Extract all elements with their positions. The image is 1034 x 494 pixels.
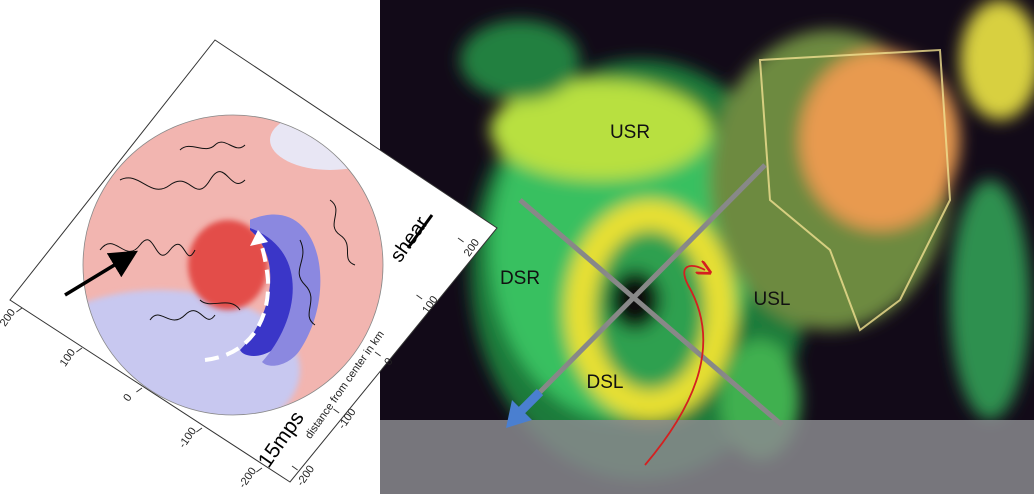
figure: USR DSR USL DSL (0, 0, 1034, 494)
tick-label: 100 (58, 347, 78, 369)
quadrant-label: DSR (500, 268, 540, 289)
tick-mark (76, 348, 82, 352)
tick-label: -100 (177, 425, 199, 450)
figure-canvas: USR DSR USL DSL (0, 0, 1034, 494)
tick-mark (136, 388, 142, 392)
quadrant-label: DSL (587, 372, 624, 393)
tick-mark (16, 308, 22, 312)
quadrant-label: USL (754, 289, 791, 310)
tick-label: 0 (121, 392, 134, 404)
tick-label: -200 (237, 465, 259, 490)
tick-label: 200 (0, 307, 18, 329)
quadrant-label: USR (610, 122, 650, 143)
